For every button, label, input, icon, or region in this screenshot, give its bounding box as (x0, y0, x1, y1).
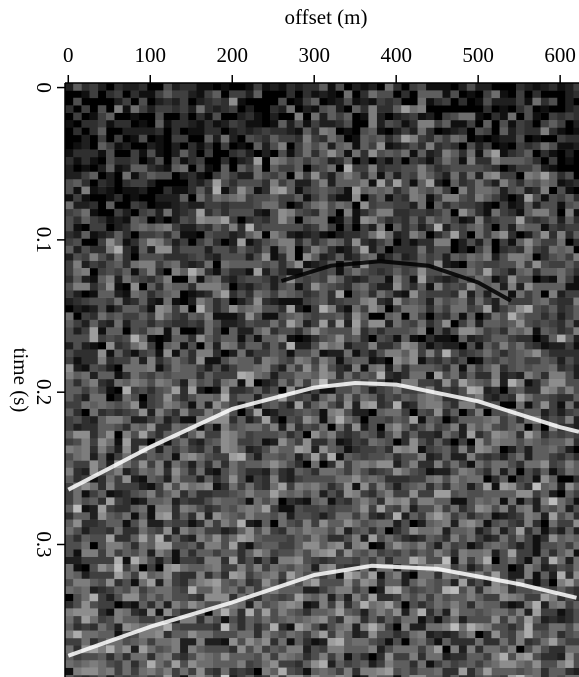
noise-raster (65, 83, 579, 677)
x-axis-title: offset (m) (284, 5, 367, 29)
y-tick-label: 0.3 (32, 531, 56, 557)
y-tick-label: 0.1 (32, 227, 56, 253)
y-axis-title: time (s) (9, 348, 33, 413)
event-line (67, 563, 577, 658)
x-tick-label: 400 (380, 43, 412, 67)
noise-raster (65, 83, 579, 677)
noise-raster (65, 83, 579, 677)
event-line (67, 381, 579, 492)
noise-raster (65, 83, 579, 677)
y-tick-label: 0.2 (32, 379, 56, 405)
y-tick-label: 0 (32, 82, 56, 93)
noise-raster (65, 105, 579, 677)
x-tick-label: 0 (63, 43, 74, 67)
noise-raster (65, 83, 579, 677)
event-line (280, 259, 512, 303)
x-tick-label: 300 (298, 43, 330, 67)
x-tick-label: 600 (544, 43, 576, 67)
x-tick-label: 100 (135, 43, 167, 67)
x-tick-label: 500 (462, 43, 494, 67)
x-tick-label: 200 (216, 43, 248, 67)
